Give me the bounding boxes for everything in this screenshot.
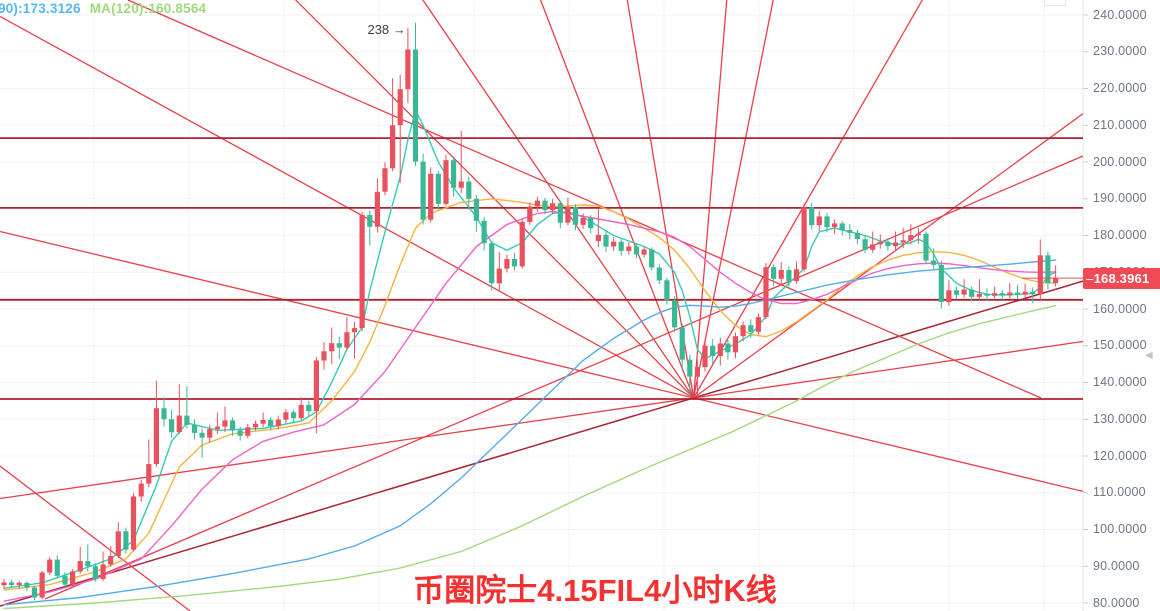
ma120-legend-label: MA(120):160.8564 [89, 1, 207, 16]
price-axis-label: 230.0000 [1093, 44, 1147, 59]
price-axis-label: 150.0000 [1093, 338, 1147, 353]
price-axis-label: 160.0000 [1093, 301, 1147, 316]
price-axis[interactable]: 240.0000 230.0000 220.0000 210.0000 200.0000… [1083, 0, 1160, 611]
price-axis-label: 140.0000 [1093, 375, 1147, 389]
panel-collapse-arrow-icon[interactable]: ◀ [1145, 350, 1153, 361]
price-axis-label: 180.0000 [1093, 228, 1147, 242]
price-axis-label: 110.0000 [1093, 485, 1146, 500]
price-axis-label: 100.0000 [1093, 522, 1147, 536]
price-axis-label: 120.0000 [1093, 448, 1147, 463]
price-axis-label: 200.0000 [1093, 154, 1147, 169]
peak-price-annotation: 238 → [367, 22, 405, 37]
price-axis-label: 220.0000 [1093, 81, 1147, 95]
grid-lines [0, 0, 1084, 611]
price-axis-label: 190.0000 [1093, 191, 1147, 206]
ma-legend: 90):173.3126 MA(120):160.8564 [0, 1, 215, 16]
peak-price-text: 238 [367, 21, 390, 37]
axis-ticks [1083, 14, 1088, 604]
right-arrow-icon: → [392, 21, 406, 37]
toolbar-button-fragment[interactable] [1044, 0, 1066, 6]
price-axis-label: 240.0000 [1093, 7, 1147, 22]
horizontal-levels [0, 137, 1083, 400]
price-axis-label: 80.0000 [1093, 595, 1140, 610]
ma10-line [3, 198, 1057, 591]
ma90-legend-label: 90):173.3126 [0, 1, 81, 16]
price-axis-label: 130.0000 [1093, 411, 1147, 426]
candles [1, 22, 1059, 601]
price-axis-label: 210.0000 [1093, 117, 1147, 132]
ma120-line [3, 305, 1057, 610]
watermark-title: 币圈院士4.15FIL4小时K线 [413, 573, 777, 608]
price-axis-label: 90.0000 [1093, 558, 1140, 573]
badge-tick: – [1086, 270, 1094, 286]
gann-fan-lines [0, 0, 1083, 611]
current-price-value: 168.3961 [1093, 270, 1150, 286]
current-price-badge: – 168.3961 [1083, 267, 1160, 289]
